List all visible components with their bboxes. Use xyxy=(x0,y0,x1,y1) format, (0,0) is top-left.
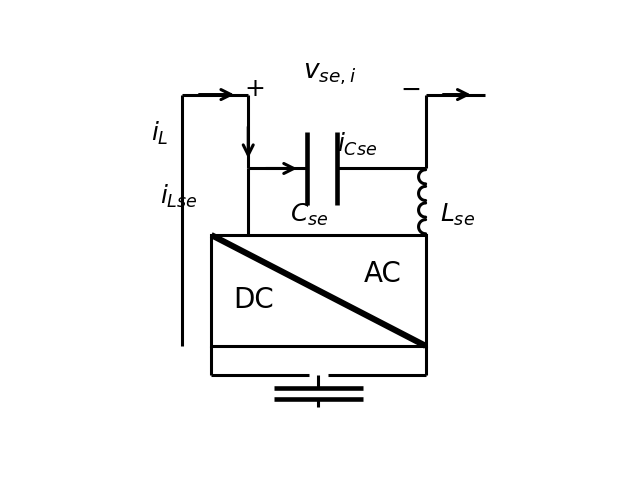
Text: $-$: $-$ xyxy=(400,77,421,101)
Text: AC: AC xyxy=(364,260,402,288)
Text: $L_{se}$: $L_{se}$ xyxy=(440,202,475,228)
Text: DC: DC xyxy=(233,286,274,314)
Bar xyxy=(212,235,426,346)
Text: $i_{Cse}$: $i_{Cse}$ xyxy=(337,131,377,158)
Text: $i_{Lse}$: $i_{Lse}$ xyxy=(159,182,197,210)
Text: $i_L$: $i_L$ xyxy=(150,120,168,147)
Text: $C_{se}$: $C_{se}$ xyxy=(290,202,329,228)
Text: $v_{se,i}$: $v_{se,i}$ xyxy=(303,61,356,87)
Text: $+$: $+$ xyxy=(244,77,264,101)
